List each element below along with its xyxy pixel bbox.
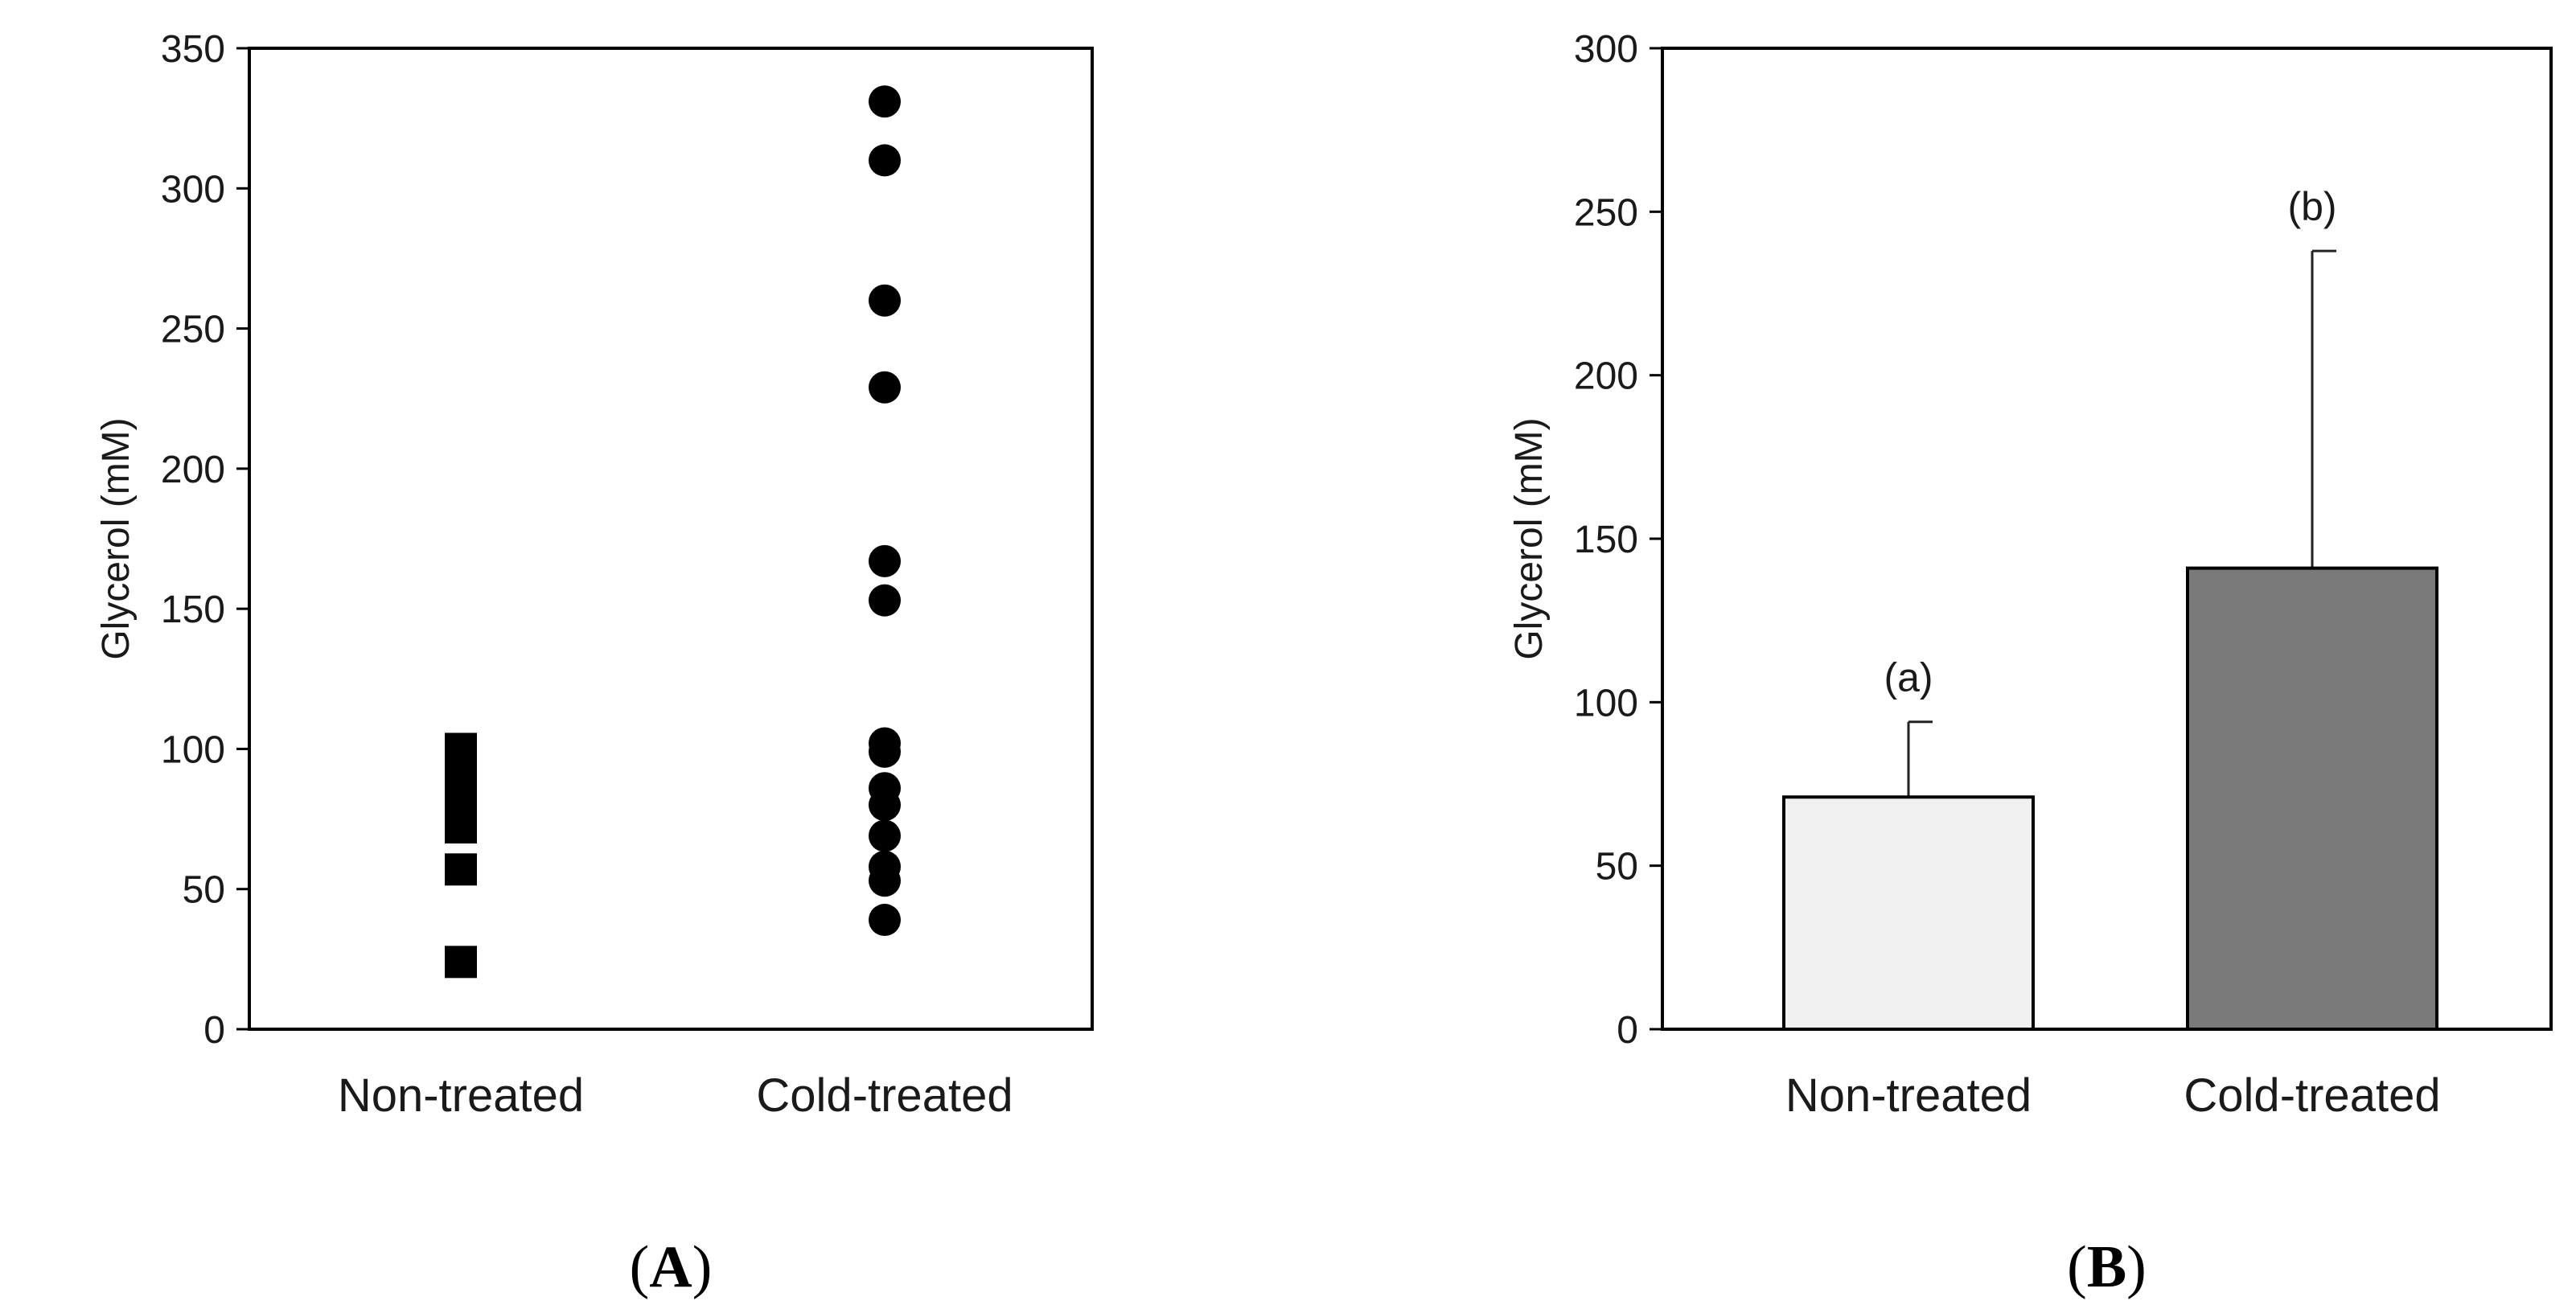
panelb-category-label: Cold-treated: [2184, 1069, 2440, 1122]
cold-treated-point: [869, 85, 901, 118]
panela-category-label: Non-treated: [338, 1069, 584, 1122]
panel-a-x-labels: Non-treated Cold-treated: [338, 1069, 1013, 1122]
panel-b-y-axis-label: Glycerol (mM): [1508, 417, 1551, 659]
non-treated-point: [445, 811, 477, 844]
panela-y-tick-label: 200: [161, 449, 225, 491]
panela-y-tick-label: 350: [161, 28, 225, 71]
cold-treated-point: [869, 904, 901, 937]
cold-treated-point: [869, 144, 901, 177]
panelb-y-tick-label: 250: [1574, 191, 1638, 234]
cold-treated-point: [869, 544, 901, 577]
panelb-y-tick-label: 200: [1574, 355, 1638, 398]
panel-b-plot-frame: [1661, 47, 2553, 1031]
panelb-y-tick-label: 50: [1596, 846, 1638, 888]
panelb-y-tick-label: 0: [1617, 1009, 1638, 1052]
panel-a-label: (A): [630, 1234, 713, 1300]
panela-y-tick-label: 100: [161, 728, 225, 771]
panelb-y-tick-label: 150: [1574, 519, 1638, 561]
panela-y-tick-label: 0: [203, 1009, 225, 1052]
panel-b-x-labels: Non-treated Cold-treated: [1785, 1069, 2441, 1122]
panel-b-label: (B): [2067, 1234, 2147, 1300]
significance-label: (b): [2287, 184, 2336, 229]
panel-b-y-ticks: 0 50 100 150 200 250 300: [1574, 28, 1662, 1052]
panel-b-letter: B: [2087, 1234, 2126, 1300]
panel-a-letter: A: [649, 1234, 692, 1300]
panel-a-y-ticks: 0 50 100 150 200 250 300 350: [161, 28, 249, 1052]
cold-treated-point: [869, 584, 901, 617]
cold-treated-point: [869, 284, 901, 317]
bar: [2186, 566, 2438, 1031]
panelb-y-tick-label: 300: [1574, 28, 1638, 71]
panel-b-bars: (a) (b): [1782, 184, 2438, 1031]
panel-a-scatter: 0 50 100 150 200 250 300 350 Non-treated Cold-tr…: [95, 28, 1094, 1300]
panel-b-bar-chart: 0 50 100 150 200 250 300 (a) (b) Non-treated Col…: [1508, 28, 2553, 1300]
significance-label: (a): [1884, 655, 1933, 700]
panela-y-tick-label: 300: [161, 168, 225, 211]
non-treated-point: [445, 853, 477, 886]
cold-treated-point: [869, 789, 901, 822]
panel-a-points: [445, 85, 901, 979]
cold-treated-point: [869, 735, 901, 768]
panelb-y-tick-label: 100: [1574, 682, 1638, 724]
cold-treated-point: [869, 371, 901, 404]
cold-treated-point: [869, 819, 901, 852]
panel-a-plot-frame: [248, 47, 1094, 1031]
panela-y-tick-label: 250: [161, 309, 225, 351]
panela-y-tick-label: 150: [161, 589, 225, 631]
panela-category-label: Cold-treated: [756, 1069, 1013, 1122]
panela-y-tick-label: 50: [183, 869, 225, 912]
non-treated-point: [445, 946, 477, 979]
panelb-category-label: Non-treated: [1785, 1069, 2032, 1122]
cold-treated-point: [869, 864, 901, 897]
bar: [1782, 795, 2035, 1031]
panel-a-y-axis-label: Glycerol (mM): [95, 417, 138, 659]
